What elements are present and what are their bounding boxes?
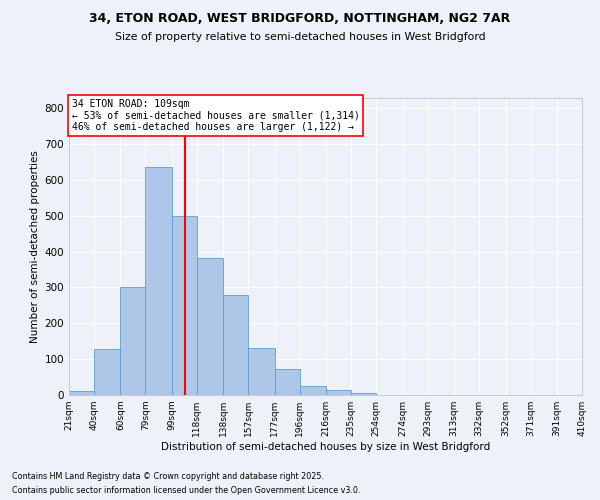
Text: Contains public sector information licensed under the Open Government Licence v3: Contains public sector information licen… (12, 486, 361, 495)
Bar (351, 393, 376, 395)
Bar (69, 392, 94, 395)
Bar (326, 390, 351, 395)
Bar (248, 348, 275, 395)
X-axis label: Distribution of semi-detached houses by size in West Bridgford: Distribution of semi-detached houses by … (161, 442, 490, 452)
Text: Contains HM Land Registry data © Crown copyright and database right 2025.: Contains HM Land Registry data © Crown c… (12, 472, 324, 481)
Y-axis label: Number of semi-detached properties: Number of semi-detached properties (31, 150, 40, 342)
Bar (94, 349, 121, 395)
Text: 34 ETON ROAD: 109sqm
← 53% of semi-detached houses are smaller (1,314)
46% of se: 34 ETON ROAD: 109sqm ← 53% of semi-detac… (71, 99, 359, 132)
Text: 34, ETON ROAD, WEST BRIDGFORD, NOTTINGHAM, NG2 7AR: 34, ETON ROAD, WEST BRIDGFORD, NOTTINGHA… (89, 12, 511, 26)
Bar (300, 386, 326, 395)
Bar (197, 258, 223, 395)
Bar (223, 296, 248, 395)
Text: Size of property relative to semi-detached houses in West Bridgford: Size of property relative to semi-detach… (115, 32, 485, 42)
Bar (172, 216, 197, 395)
Bar (275, 369, 300, 395)
Bar (121, 288, 145, 395)
Bar (145, 168, 172, 395)
